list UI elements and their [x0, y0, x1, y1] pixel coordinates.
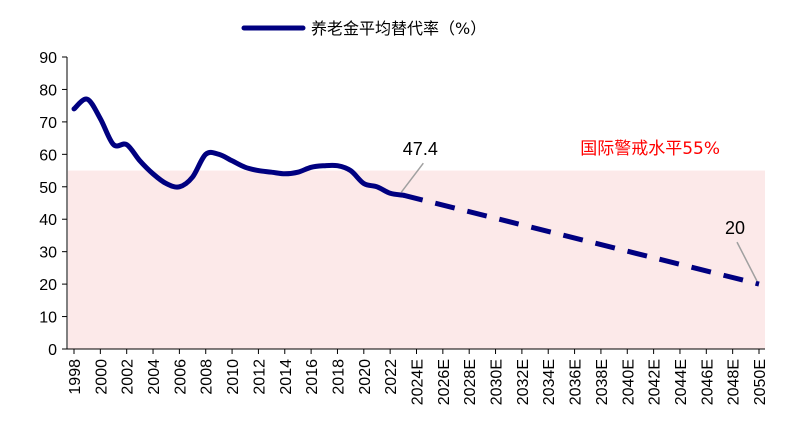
- x-tick-label: 2020: [357, 359, 374, 395]
- series-line-projected: [402, 192, 760, 287]
- x-tick-label: 2044E: [673, 359, 690, 405]
- y-tick-label: 90: [39, 50, 57, 67]
- y-tick-label: 0: [48, 342, 57, 359]
- x-tick-label: 2040E: [620, 359, 637, 405]
- x-tick-label: 2032E: [515, 359, 532, 405]
- y-tick-label: 40: [39, 212, 57, 229]
- x-tick-label: 2002: [120, 359, 137, 395]
- x-tick-label: 2022: [383, 359, 400, 395]
- series-line-historical: [71, 96, 406, 198]
- x-tick-label: 2034E: [541, 359, 558, 405]
- x-tick-label: 2010: [225, 359, 242, 395]
- x-tick-label: 2038E: [594, 359, 611, 405]
- annotation-label: 47.4: [403, 139, 438, 159]
- x-tick-label: 1998: [67, 359, 84, 395]
- x-tick-label: 2016: [304, 359, 321, 395]
- y-tick-label: 30: [39, 245, 57, 262]
- x-tick-label: 2000: [93, 359, 110, 395]
- x-tick-label: 2006: [172, 359, 189, 395]
- x-tick-label: 2012: [251, 359, 268, 395]
- y-tick-label: 10: [39, 310, 57, 327]
- x-tick-label: 2030E: [489, 359, 506, 405]
- y-tick-label: 60: [39, 147, 57, 164]
- legend-label: 养老金平均替代率（%）: [311, 19, 486, 38]
- y-tick-label: 70: [39, 115, 57, 132]
- x-tick-label: 2046E: [699, 359, 716, 405]
- x-tick-label: 2036E: [568, 359, 585, 405]
- x-tick-label: 2048E: [726, 359, 743, 405]
- warning-band-label: 国际警戒水平55%: [580, 139, 720, 159]
- annotation-label: 20: [725, 218, 745, 238]
- x-tick-label: 2024E: [410, 359, 427, 405]
- x-tick-label: 2018: [330, 359, 347, 395]
- y-tick-label: 50: [39, 180, 57, 197]
- x-tick-label: 2004: [146, 359, 163, 395]
- y-tick-label: 80: [39, 82, 57, 99]
- x-tick-label: 2014: [278, 359, 295, 395]
- x-tick-label: 2042E: [647, 359, 664, 405]
- x-tick-label: 2028E: [462, 359, 479, 405]
- x-tick-label: 2050E: [752, 359, 769, 405]
- x-tick-label: 2008: [199, 359, 216, 395]
- y-tick-label: 20: [39, 277, 57, 294]
- annotation-leader: [736, 241, 758, 282]
- x-tick-label: 2026E: [436, 359, 453, 405]
- annotation-leader: [400, 162, 424, 193]
